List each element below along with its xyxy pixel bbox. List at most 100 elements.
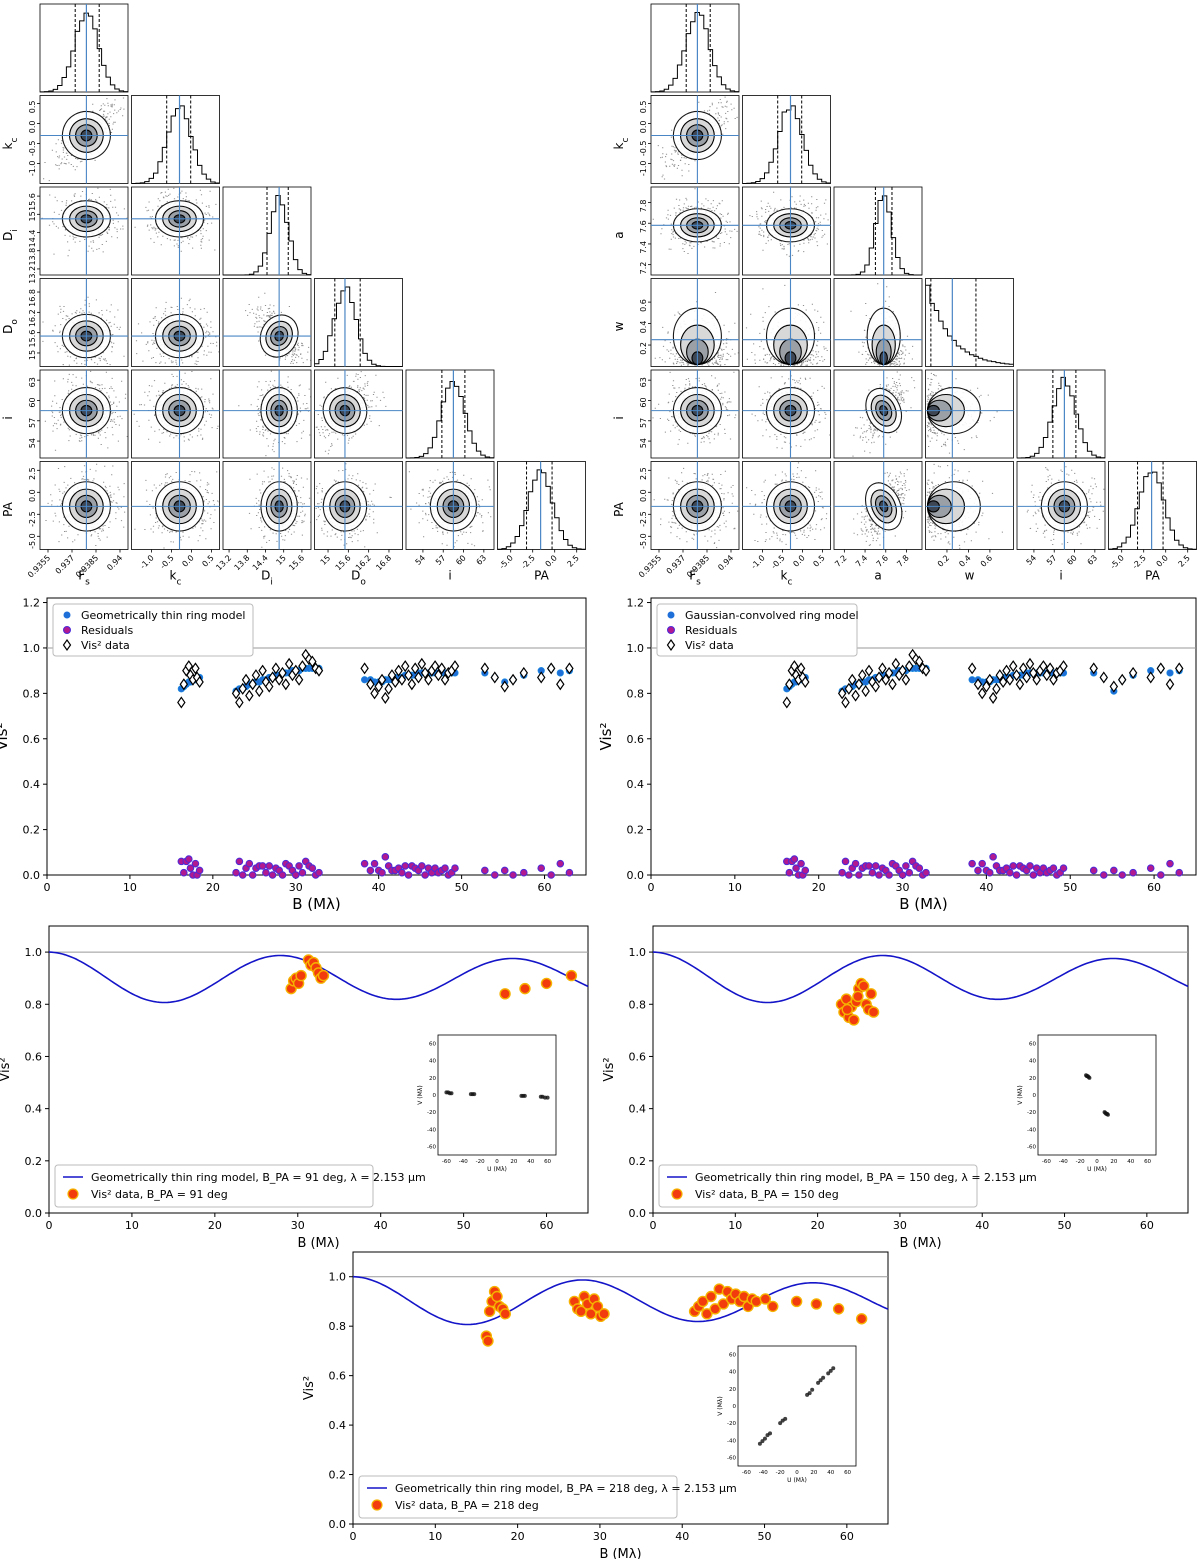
vis2-data-point (1005, 673, 1015, 686)
vis2-data-point (271, 662, 281, 675)
residual-point (898, 871, 907, 879)
y-tick-label: 16.8 (28, 289, 37, 307)
corner-cell-1-0: -1.0 -0.5 0.0 0.5 kc (1, 95, 129, 184)
inset-y-tick-label: 60 (429, 1042, 436, 1048)
vis2-panel-pa-218: 0 10 20 30 40 50 60 0.0 0.2 0.4 0.6 0.8 1.0 B (Mλ) Vis… (302, 1251, 889, 1559)
vis2-data-point (832, 1303, 845, 1315)
y-tick-label: 57 (639, 418, 648, 428)
cell-frame (131, 369, 220, 459)
cell-frame (131, 278, 220, 367)
x-tick-label: 30 (893, 1219, 907, 1232)
y-tick-label: 0.8 (25, 998, 43, 1011)
inset-frame (737, 1345, 857, 1467)
vis2-data-point (801, 675, 810, 689)
residual-point (451, 864, 459, 872)
vis2-data-point (915, 655, 924, 668)
inset-frame (437, 1034, 557, 1156)
vis2-data-point (370, 687, 379, 700)
vis2-data-point (844, 682, 854, 695)
vis2-data-point (884, 666, 894, 679)
x-tick-label: 60 (840, 1530, 854, 1543)
y-axis-label: Di (1, 229, 20, 241)
x-axis-label: kc (170, 569, 182, 588)
uv-point (783, 1416, 788, 1421)
corner-cell-3-3 (314, 278, 403, 367)
cell-frame (925, 461, 1014, 550)
residual-point (258, 862, 267, 870)
uv-point (522, 1093, 527, 1098)
vis2-data-point (480, 662, 490, 675)
histogram-step (834, 195, 922, 276)
y-tick-label: -1.0 (639, 161, 648, 177)
x-tick-label: 20 (206, 881, 220, 894)
vis2-data-point (855, 1313, 868, 1325)
residual-point (245, 859, 254, 868)
inset-y-label: V (Mλ) (417, 1085, 424, 1104)
x-tick-label: 0.0 (791, 553, 806, 568)
cell-frame (1016, 369, 1106, 459)
x-tick-label: 0.0 (1155, 553, 1170, 568)
uv-point (762, 1436, 767, 1441)
vis2-data-point (995, 669, 1005, 682)
residual-point (905, 868, 914, 877)
vis2-data-point (1045, 662, 1055, 675)
vis2-data-point (177, 696, 186, 709)
y-tick-label: 0.2 (25, 1155, 43, 1168)
cell-frame (222, 369, 312, 459)
vis2-data-point (977, 687, 987, 700)
y-axis-label: i (612, 416, 626, 419)
x-tick-label: 7.4 (854, 553, 869, 568)
x-tick-label: 2.5 (566, 553, 581, 568)
corner-cell-4-0: 54 57 60 63 i (1, 369, 129, 459)
x-axis-label: PA (534, 569, 549, 583)
vis2-data-point (837, 687, 847, 700)
cell-frame (1108, 461, 1197, 550)
inset-x-tick-label: -60 (742, 1470, 751, 1476)
histogram-step (1017, 376, 1105, 459)
cell-frame (742, 461, 831, 550)
y-tick-label: 16.2 (28, 309, 37, 327)
residual-point (401, 862, 410, 870)
vis2-data-point (848, 1014, 860, 1026)
vis2-data-point (901, 673, 911, 686)
y-tick-label: 0.0 (28, 121, 37, 134)
y-tick-label: 0.8 (627, 687, 645, 700)
legend-residual-marker (667, 626, 675, 634)
residual-point (978, 859, 986, 868)
residual-point (308, 864, 317, 872)
x-tick-label: 60 (454, 553, 468, 567)
y-tick-label: -5.0 (639, 533, 648, 549)
inset-y-tick-label: 60 (729, 1353, 736, 1359)
x-axis-label: Di (261, 569, 273, 588)
vis2-data-point (556, 678, 565, 691)
vis2-data-point (440, 673, 450, 686)
inset-y-tick-label: -60 (427, 1144, 436, 1150)
cell-frame (405, 369, 495, 459)
x-tick-label: 0 (46, 1219, 53, 1232)
inset-x-label: U (Mλ) (787, 1477, 807, 1484)
uv-point (1105, 1112, 1110, 1117)
residual-point (235, 857, 244, 866)
model-point (1166, 669, 1174, 677)
residual-point (481, 866, 489, 875)
vis2-data-point (391, 675, 400, 689)
x-tick-label: 50 (1058, 1219, 1072, 1232)
corner-cell-5-3: 15 15.6 16.2 16.8Do (314, 461, 403, 588)
residual-point (985, 868, 994, 877)
vis2-data-point (1032, 673, 1041, 686)
inset-x-tick-label: -40 (1059, 1159, 1068, 1165)
x-tick-label: 20 (811, 1219, 825, 1232)
x-tick-label: 60 (538, 881, 552, 894)
cell-frame (39, 95, 129, 184)
residual-point (180, 868, 188, 877)
legend-entry: Geometrically thin ring model, B_PA = 91… (91, 1171, 426, 1184)
vis2-data-point (483, 1305, 496, 1318)
inset-y-tick-label: 20 (1029, 1076, 1036, 1082)
x-tick-label: 7.6 (875, 553, 890, 568)
corner-cell-2-1 (742, 186, 831, 276)
x-tick-label: 10 (728, 881, 742, 894)
legend-data-marker (62, 638, 72, 652)
y-axis-label: Vis² (602, 1057, 617, 1081)
legend-box (658, 1164, 978, 1208)
